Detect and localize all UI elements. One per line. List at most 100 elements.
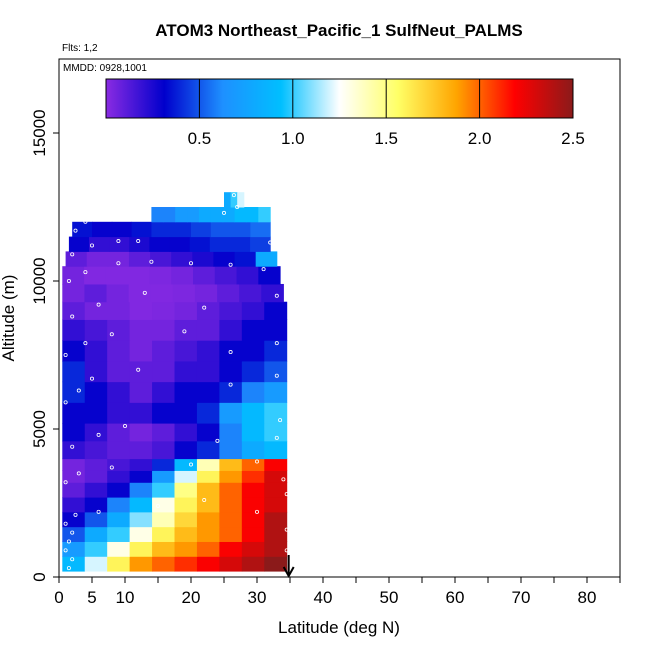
heatmap-cell (62, 340, 86, 362)
heatmap-cell (111, 221, 133, 238)
heatmap-cell (237, 192, 245, 208)
x-tick-label: 10 (116, 588, 135, 607)
sample-point (76, 471, 81, 476)
heatmap-cell (84, 360, 108, 383)
x-tick-label: 70 (512, 588, 531, 607)
colorbar-tick-label: 0.5 (188, 129, 212, 148)
y-tick-label: 5000 (30, 410, 49, 448)
heatmap-cell (84, 497, 108, 513)
heatmap-cell (152, 301, 175, 320)
sample-point (274, 435, 279, 440)
colorbar-tick-label: 2.5 (561, 129, 585, 148)
heatmap-cell (129, 470, 153, 483)
sample-point (268, 240, 273, 245)
heatmap-cell (241, 423, 265, 442)
heatmap-cell (152, 497, 175, 513)
heatmap-cell (129, 556, 153, 572)
sample-point (261, 267, 266, 272)
sample-point (182, 329, 187, 334)
heatmap-cell (128, 283, 152, 303)
heatmap-cell (250, 221, 271, 238)
heatmap-cell (196, 556, 220, 572)
heatmap-cell (127, 266, 150, 285)
heatmap-cell (84, 381, 108, 403)
heatmap-cell (105, 266, 129, 285)
heatmap-cell (129, 440, 153, 460)
heatmap-cell (174, 526, 198, 542)
heatmap-cell (264, 360, 288, 383)
heatmap-cell (169, 236, 191, 252)
heatmap-cell (152, 440, 175, 460)
heatmap-cell (107, 511, 131, 528)
heatmap-cell (65, 251, 88, 267)
heatmap-cell (219, 360, 243, 383)
heatmap-cell (68, 236, 90, 252)
heatmap-cell (210, 207, 224, 223)
heatmap-cell (230, 192, 238, 208)
heatmap-cell (264, 482, 288, 498)
heatmap-cell (222, 207, 236, 223)
heatmap-cell (229, 236, 251, 252)
heatmap-cell (174, 458, 198, 471)
heatmap-cell (264, 526, 288, 542)
heatmap-cell (264, 340, 288, 362)
heatmap-cell (241, 497, 265, 513)
heatmap-cell (241, 541, 265, 557)
heatmap-cell (219, 511, 243, 528)
heatmap-cell (174, 423, 198, 442)
heatmap-cell (241, 340, 265, 362)
heatmap-cell (230, 221, 251, 238)
sample-point (83, 341, 88, 346)
x-tick-label: 40 (314, 588, 333, 607)
heatmap-cell (129, 541, 153, 557)
heatmap-cell (174, 541, 198, 557)
heatmap-cell (198, 207, 212, 223)
heatmap-cell (219, 440, 243, 460)
colorbar-ticks: 0.5 1.0 1.5 2.0 2.5 (188, 79, 585, 148)
heatmap-cell (152, 482, 175, 498)
sample-point (228, 382, 233, 387)
heatmap-cell (62, 541, 86, 557)
heatmap-cell (175, 207, 188, 223)
sample-point (221, 210, 226, 215)
sample-point (235, 204, 240, 209)
x-tick-label: 50 (380, 588, 399, 607)
heatmap-cell (213, 251, 236, 267)
heatmap-cell (192, 266, 216, 285)
heatmap-cell (219, 470, 243, 483)
heatmap-cell (152, 458, 175, 471)
y-axis: 0 5000 10000 15000 (30, 109, 59, 582)
heatmap-cell (62, 556, 86, 572)
heatmap-cell (174, 402, 198, 424)
heatmap-cell (128, 251, 151, 267)
heatmap-cell (129, 458, 153, 471)
heatmap-cell (107, 360, 131, 383)
heatmap-cell (131, 221, 152, 238)
heatmap-cell (106, 283, 130, 303)
heatmap-cell (129, 381, 153, 403)
sample-point (188, 261, 193, 266)
heatmap-cell (219, 319, 243, 341)
heatmap-cell (219, 541, 243, 557)
heatmap-cell (174, 360, 198, 383)
heatmap-cell (152, 381, 175, 403)
heatmap-cell (196, 423, 220, 442)
heatmap-cell (241, 402, 265, 424)
heatmap-cell (109, 236, 130, 252)
heatmap-cell (152, 340, 175, 362)
heatmap-cell (129, 497, 153, 513)
sample-point (284, 527, 289, 532)
heatmap-cell (151, 221, 172, 238)
heatmap-cell (129, 340, 153, 362)
heatmap-cell (241, 556, 265, 572)
heatmap-cell (107, 381, 131, 403)
heatmap-cell (219, 423, 243, 442)
heatmap-cell (234, 251, 257, 267)
sample-point (142, 290, 147, 295)
sample-point (254, 459, 259, 464)
heatmap-cell (171, 266, 194, 285)
heatmap-cell (196, 301, 220, 320)
heatmap-cell (234, 207, 247, 223)
heatmap-cell (152, 526, 175, 542)
sample-point (248, 202, 253, 207)
